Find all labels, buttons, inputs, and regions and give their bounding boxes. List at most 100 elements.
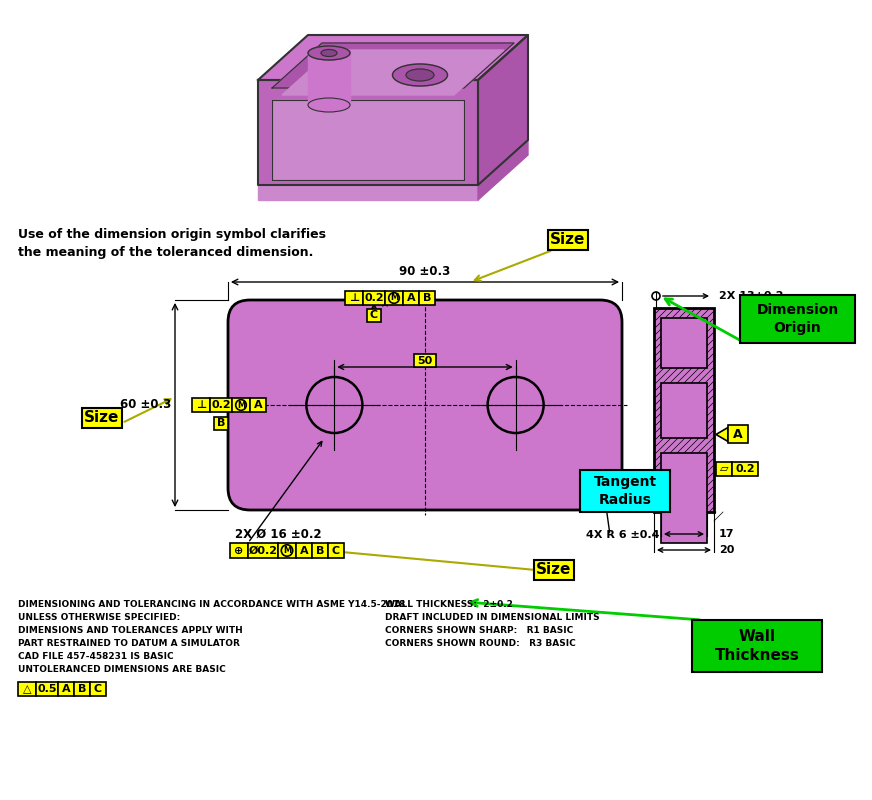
FancyBboxPatch shape [732,462,758,477]
FancyBboxPatch shape [328,543,344,558]
Text: 90 ±0.3: 90 ±0.3 [399,265,451,278]
FancyBboxPatch shape [250,398,266,412]
Polygon shape [308,50,350,105]
FancyBboxPatch shape [692,620,822,672]
Text: DIMENSIONING AND TOLERANCING IN ACCORDANCE WITH ASME Y14.5-2018: DIMENSIONING AND TOLERANCING IN ACCORDAN… [18,600,405,609]
Text: M: M [237,401,245,410]
Text: C: C [332,546,340,555]
Text: Size: Size [550,233,586,247]
FancyBboxPatch shape [363,291,385,305]
FancyBboxPatch shape [728,426,748,443]
Text: Tangent
Radius: Tangent Radius [594,475,657,507]
Text: 50: 50 [418,355,433,366]
Text: A: A [62,684,71,694]
Text: Wall
Thickness: Wall Thickness [714,629,800,663]
Polygon shape [272,100,464,180]
FancyBboxPatch shape [58,682,74,696]
FancyBboxPatch shape [580,470,670,512]
Text: UNLESS OTHERWISE SPECIFIED:: UNLESS OTHERWISE SPECIFIED: [18,613,181,622]
Text: A: A [300,546,309,555]
Text: Size: Size [85,410,119,426]
FancyBboxPatch shape [312,543,328,558]
FancyBboxPatch shape [740,295,855,343]
Text: C: C [94,684,102,694]
FancyBboxPatch shape [296,543,312,558]
Text: 4X R 6 ±0.4: 4X R 6 ±0.4 [586,530,659,540]
Polygon shape [478,140,528,200]
Text: 20: 20 [719,545,734,555]
Text: Ø0.2: Ø0.2 [249,546,277,555]
Text: 0.2: 0.2 [364,293,384,303]
FancyBboxPatch shape [385,291,403,305]
Polygon shape [258,185,478,200]
FancyBboxPatch shape [232,398,250,412]
Text: B: B [316,546,324,555]
Text: DIMENSIONS AND TOLERANCES APPLY WITH: DIMENSIONS AND TOLERANCES APPLY WITH [18,626,242,635]
Text: UNTOLERANCED DIMENSIONS ARE BASIC: UNTOLERANCED DIMENSIONS ARE BASIC [18,665,226,674]
Text: ▱: ▱ [719,465,728,474]
FancyBboxPatch shape [228,300,622,510]
Polygon shape [478,35,528,185]
FancyBboxPatch shape [214,417,228,430]
Text: A: A [733,428,743,441]
Ellipse shape [392,64,447,86]
Text: B: B [217,418,225,429]
Text: WALL THICKNESS:  2±0.2: WALL THICKNESS: 2±0.2 [385,600,513,609]
FancyBboxPatch shape [90,682,106,696]
FancyBboxPatch shape [36,682,58,696]
Text: ⊥: ⊥ [196,400,206,410]
Text: Dimension
Origin: Dimension Origin [756,302,839,335]
Text: C: C [370,310,378,321]
Text: A: A [406,293,415,303]
FancyBboxPatch shape [74,682,90,696]
Text: 0.2: 0.2 [211,400,231,410]
Text: CORNERS SHOWN ROUND:   R3 BASIC: CORNERS SHOWN ROUND: R3 BASIC [385,639,576,648]
Text: DRAFT INCLUDED IN DIMENSIONAL LIMITS: DRAFT INCLUDED IN DIMENSIONAL LIMITS [385,613,600,622]
Text: 0.5: 0.5 [37,684,57,694]
Text: B: B [423,293,431,303]
Text: B: B [78,684,86,694]
FancyBboxPatch shape [716,462,732,477]
FancyBboxPatch shape [82,408,122,428]
FancyBboxPatch shape [345,291,363,305]
FancyBboxPatch shape [367,309,381,322]
FancyBboxPatch shape [192,398,210,412]
Polygon shape [282,50,504,95]
Text: ⊕: ⊕ [235,546,243,555]
Ellipse shape [321,50,337,57]
FancyBboxPatch shape [654,308,714,512]
Text: 0.2: 0.2 [735,465,755,474]
FancyBboxPatch shape [230,543,248,558]
Polygon shape [716,427,728,442]
Text: CORNERS SHOWN SHARP:   R1 BASIC: CORNERS SHOWN SHARP: R1 BASIC [385,626,573,635]
FancyBboxPatch shape [661,383,707,438]
Ellipse shape [308,46,350,60]
Text: 2X Ø 16 ±0.2: 2X Ø 16 ±0.2 [235,528,322,541]
FancyBboxPatch shape [210,398,232,412]
FancyBboxPatch shape [419,291,435,305]
Text: M: M [283,546,291,555]
FancyBboxPatch shape [548,230,588,250]
Text: 60 ±0.3: 60 ±0.3 [119,398,171,411]
Text: 17: 17 [719,529,734,539]
FancyBboxPatch shape [661,453,707,543]
Polygon shape [258,35,528,80]
Text: △: △ [23,684,31,694]
FancyBboxPatch shape [534,560,574,580]
Text: M: M [390,294,399,302]
FancyBboxPatch shape [414,354,436,367]
Ellipse shape [406,69,434,81]
Polygon shape [272,43,514,88]
FancyBboxPatch shape [403,291,419,305]
Text: A: A [254,400,262,410]
Text: CAD FILE 457-458231 IS BASIC: CAD FILE 457-458231 IS BASIC [18,652,174,661]
Polygon shape [258,80,478,185]
FancyBboxPatch shape [661,318,707,368]
FancyBboxPatch shape [248,543,278,558]
FancyBboxPatch shape [278,543,296,558]
FancyBboxPatch shape [18,682,36,696]
Text: PART RESTRAINED TO DATUM A SIMULATOR: PART RESTRAINED TO DATUM A SIMULATOR [18,639,240,648]
Text: 2X 13±0.2: 2X 13±0.2 [719,291,784,301]
Text: ⊥: ⊥ [349,293,359,303]
Text: Use of the dimension origin symbol clarifies
the meaning of the toleranced dimen: Use of the dimension origin symbol clari… [18,228,326,259]
